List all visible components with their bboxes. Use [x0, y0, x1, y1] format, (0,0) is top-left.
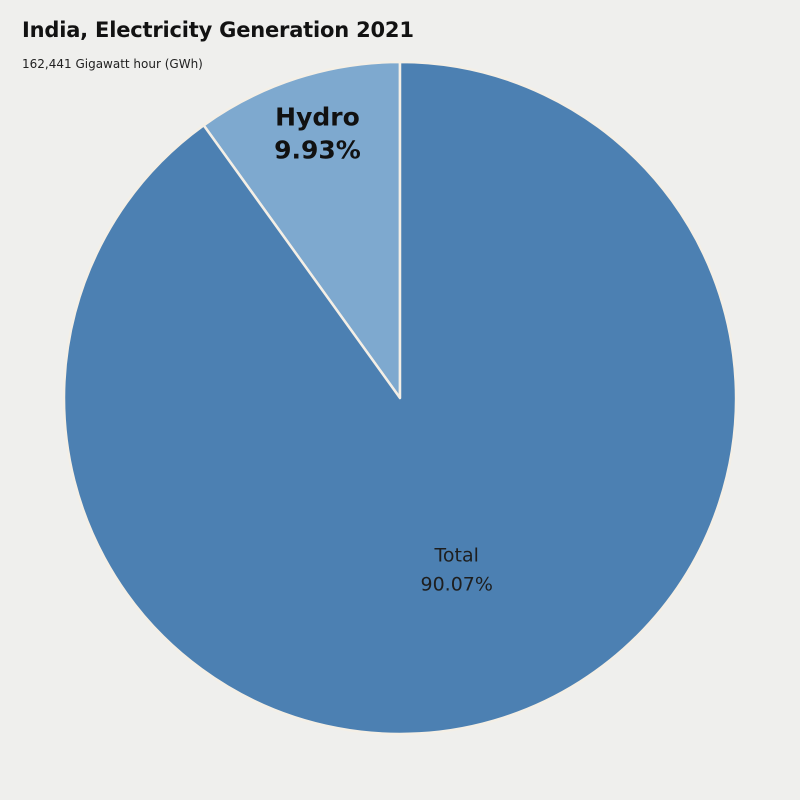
slice-label-hydro: Hydro: [275, 103, 360, 132]
pie-slice-total: [62, 60, 738, 736]
pie-slice-hydro: [202, 60, 402, 400]
chart-title: India, Electricity Generation 2021: [22, 18, 414, 42]
slice-value-total: 90.07%: [420, 573, 492, 595]
chart-subtitle: 162,441 Gigawatt hour (GWh): [22, 57, 203, 71]
pie-labels: Hydro 9.93% Total 90.07%: [274, 103, 493, 596]
pie-slices: [62, 60, 738, 736]
slice-label-total: Total: [434, 544, 479, 566]
slice-value-hydro: 9.93%: [274, 136, 361, 165]
